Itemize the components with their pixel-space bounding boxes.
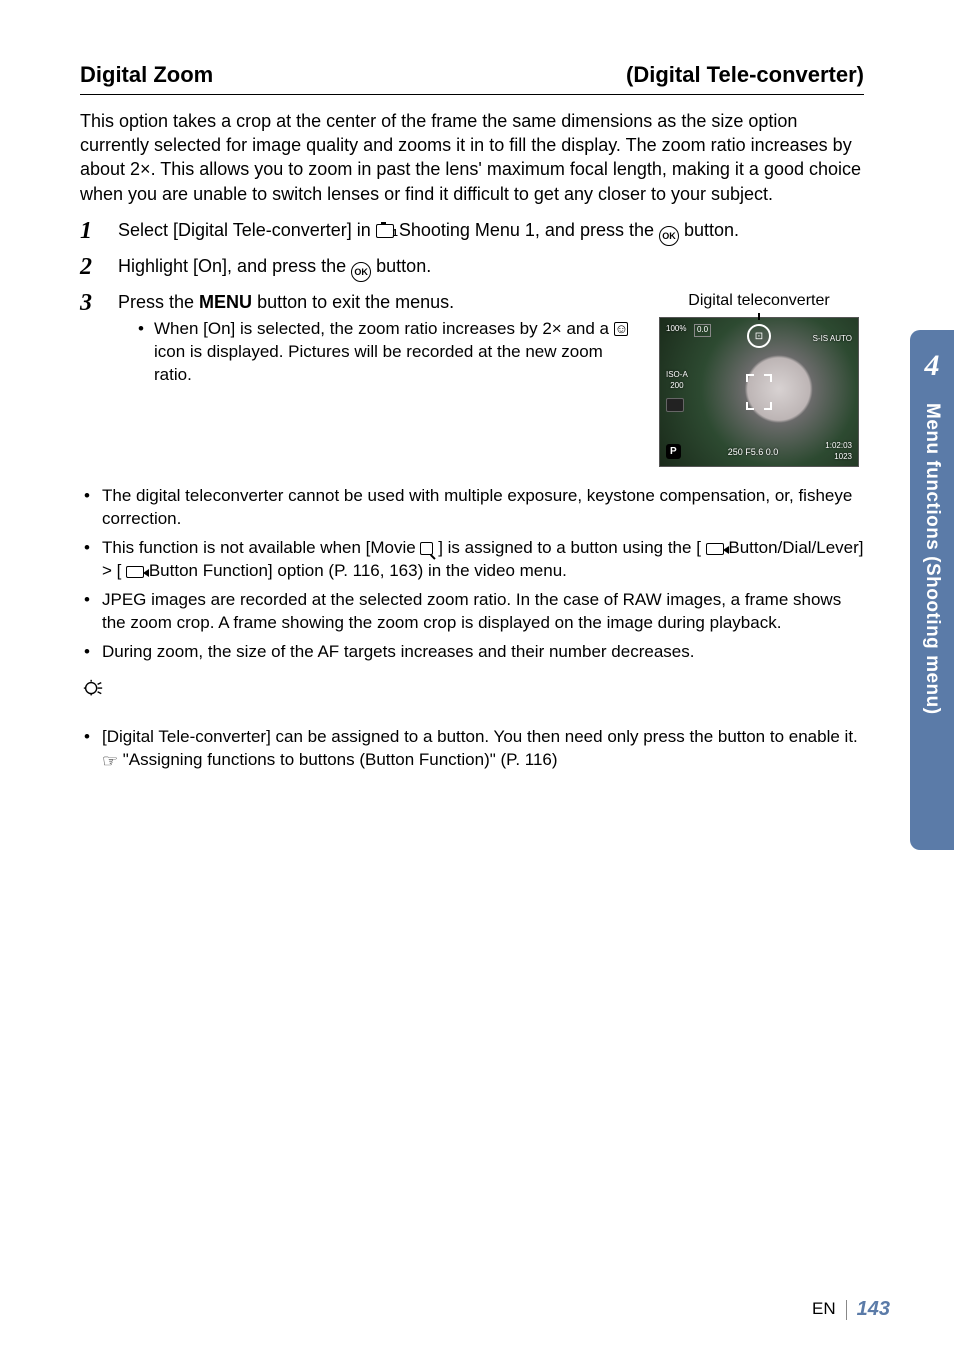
page-footer: EN 143 [812, 1296, 890, 1323]
note-text: JPEG images are recorded at the selected… [102, 589, 864, 635]
step-text: When [On] is selected, the zoom ratio in… [154, 319, 614, 338]
step-text: Highlight [On], and press the [118, 256, 351, 276]
step-number: 1 [80, 218, 118, 244]
fig-box-icon [666, 398, 684, 412]
note-text: During zoom, the size of the AF targets … [102, 641, 694, 664]
chapter-number: 4 [925, 346, 940, 387]
step-3-sub: • When [On] is selected, the zoom ratio … [118, 318, 636, 387]
note-item: • JPEG images are recorded at the select… [80, 589, 864, 635]
note-item: • During zoom, the size of the AF target… [80, 641, 864, 664]
bullet-dot: • [80, 485, 102, 531]
step-text: button to exit the menus. [257, 292, 454, 312]
step-text: icon is displayed. Pictures will be reco… [154, 342, 603, 384]
note-item: • The digital teleconverter cannot be us… [80, 485, 864, 531]
step-text: button. [684, 220, 739, 240]
step-number: 2 [80, 254, 118, 280]
reference-icon [102, 751, 118, 765]
step-number: 3 [80, 290, 118, 316]
step-body: Press the MENU button to exit the menus.… [118, 290, 864, 468]
footer-separator [846, 1300, 847, 1320]
step-text: Shooting Menu 1, and press the [399, 220, 659, 240]
fig-iso: ISO-A 200 [666, 370, 688, 392]
ok-button-icon: OK [659, 226, 679, 246]
video-icon [126, 566, 144, 578]
menu-button-label: MENU [199, 292, 252, 312]
note-text: This function is not available when [Mov… [102, 537, 864, 583]
camera-menu1-icon: 1 [376, 224, 394, 238]
fig-exposure: 250 F5.6 0.0 [728, 446, 779, 458]
tip-text: [Digital Tele-converter] can be assigned… [102, 726, 864, 772]
step-body: Select [Digital Tele-converter] in 1 Sho… [118, 218, 864, 246]
intro-paragraph: This option takes a crop at the center o… [80, 109, 864, 206]
note-item: • This function is not available when [M… [80, 537, 864, 583]
page-number: 143 [857, 1296, 890, 1323]
fig-counter: 1:02:03 1023 [825, 441, 852, 463]
tip-icon [82, 678, 864, 708]
step-text: Press the [118, 292, 199, 312]
bullet-dot: • [80, 726, 102, 772]
section-heading: Digital Zoom (Digital Tele-converter) [80, 60, 864, 95]
tip-list: • [Digital Tele-converter] can be assign… [80, 726, 864, 772]
video-icon [706, 543, 724, 555]
figure-caption: Digital teleconverter [654, 290, 864, 312]
step-1: 1 Select [Digital Tele-converter] in 1 S… [80, 218, 864, 246]
ok-button-icon: OK [351, 262, 371, 282]
fig-battery: 100% [666, 324, 686, 335]
notes-list: • The digital teleconverter cannot be us… [80, 485, 864, 664]
step-text: Select [Digital Tele-converter] in [118, 220, 376, 240]
figure-image: ⊡ 100% 0.0 S-IS AUTO ISO-A 200 P 250 F5.… [659, 317, 859, 467]
bullet-dot: • [80, 589, 102, 635]
step-3: 3 Press the MENU button to exit the menu… [80, 290, 864, 468]
chapter-title: Menu functions (Shooting menu) [919, 403, 945, 715]
teleconverter-display-icon [614, 322, 628, 336]
steps-list: 1 Select [Digital Tele-converter] in 1 S… [80, 218, 864, 468]
movie-zoom-icon [420, 542, 433, 555]
footer-lang: EN [812, 1298, 836, 1321]
bullet-dot: • [138, 318, 154, 387]
tip-item: • [Digital Tele-converter] can be assign… [80, 726, 864, 772]
step-body: Highlight [On], and press the OK button. [118, 254, 864, 282]
fig-is-mode: S-IS AUTO [813, 334, 852, 345]
teleconverter-icon: ⊡ [747, 324, 771, 348]
bullet-dot: • [80, 641, 102, 664]
step-2: 2 Highlight [On], and press the OK butto… [80, 254, 864, 282]
chapter-tab: 4 Menu functions (Shooting menu) [910, 330, 954, 850]
fig-indicator: 0.0 [694, 324, 711, 337]
heading-right: (Digital Tele-converter) [626, 60, 864, 90]
step-text: button. [376, 256, 431, 276]
bullet-dot: • [80, 537, 102, 583]
note-text: The digital teleconverter cannot be used… [102, 485, 864, 531]
heading-left: Digital Zoom [80, 60, 213, 90]
figure: Digital teleconverter ⊡ 100% 0.0 S-IS AU… [654, 290, 864, 468]
fig-mode: P [666, 444, 681, 460]
